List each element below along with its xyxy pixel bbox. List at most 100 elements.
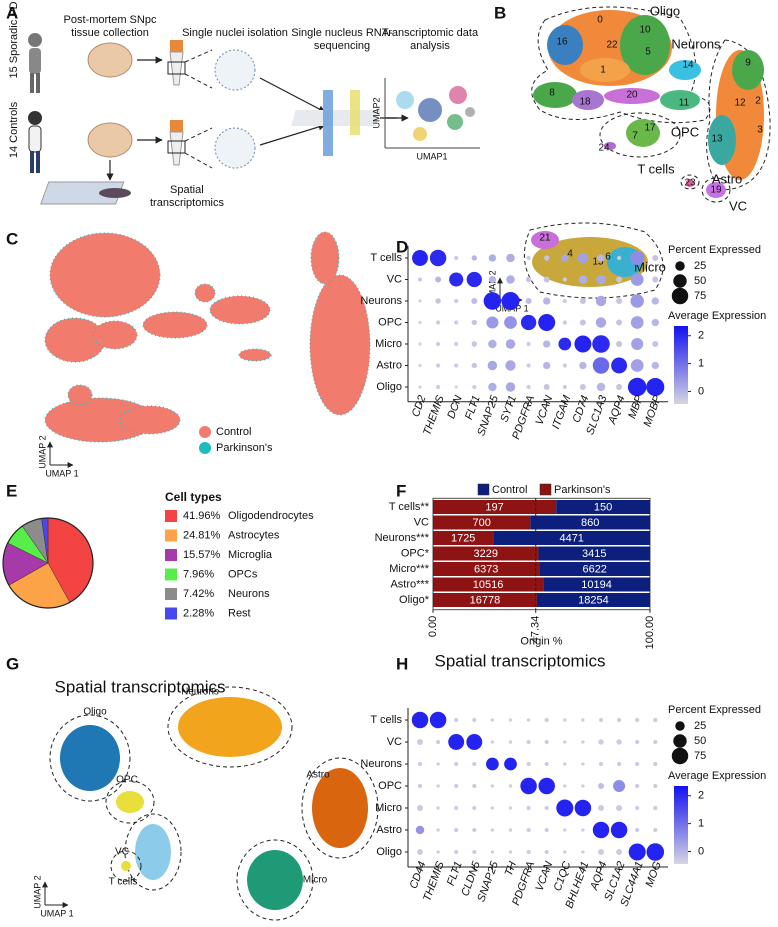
- dot: [597, 804, 605, 812]
- value-label: 15.57%: [183, 549, 221, 561]
- dot: [630, 294, 644, 308]
- legend-label: Oligodendrocytes: [228, 510, 314, 522]
- cell-type-label: Oligo: [650, 3, 680, 18]
- dot: [579, 319, 586, 326]
- cluster-label: 15: [592, 257, 604, 268]
- group-label: 15 Sporadic PD: [8, 1, 20, 78]
- umap-y-label: UMAP 2: [32, 875, 42, 908]
- umap-cluster: [116, 791, 144, 813]
- dot: [562, 320, 567, 325]
- dot: [581, 784, 585, 788]
- umap-cluster: [119, 405, 181, 435]
- dot: [435, 320, 441, 325]
- dot: [505, 339, 516, 349]
- dot: [436, 828, 440, 832]
- cluster-label: 7: [632, 131, 638, 142]
- step-label: Spatial: [170, 184, 204, 196]
- dot: [508, 828, 513, 832]
- bar: [433, 500, 557, 514]
- dot: [418, 320, 422, 325]
- cluster-label: 8: [549, 88, 555, 99]
- cluster-label: 17: [644, 123, 656, 134]
- dot: [520, 314, 537, 331]
- dot: [577, 252, 589, 264]
- dot: [581, 740, 585, 744]
- umap-outline: [167, 686, 293, 768]
- legend-label: 25: [694, 720, 706, 732]
- value-label: 197: [485, 501, 503, 513]
- dot: [471, 319, 477, 326]
- cluster-label: 6: [605, 252, 611, 263]
- dot: [558, 337, 572, 351]
- umap-cluster: [209, 295, 271, 325]
- legend-dot: [675, 261, 685, 271]
- value-label: 3229: [473, 548, 497, 560]
- panel-label: B: [494, 3, 506, 22]
- dot: [651, 297, 659, 305]
- dot: [563, 740, 567, 744]
- umap-cluster: [238, 348, 272, 362]
- row-label: OPC: [378, 780, 402, 792]
- y-tick-label: OPC*: [401, 547, 430, 559]
- colorbar-label: 0: [698, 385, 704, 397]
- dot: [454, 761, 459, 767]
- dot: [435, 298, 441, 304]
- dot: [435, 384, 441, 390]
- dot: [454, 255, 459, 261]
- dot: [418, 299, 422, 303]
- legend-title: Percent Expressed: [668, 244, 761, 256]
- colorbar-label: 1: [698, 358, 704, 370]
- legend-label: 25: [694, 260, 706, 272]
- dot: [592, 821, 610, 839]
- legend-title: Average Expression: [668, 310, 766, 322]
- dot: [543, 361, 551, 370]
- dot: [429, 711, 447, 729]
- dot: [653, 717, 658, 723]
- dot: [508, 784, 513, 788]
- cluster-label: 14: [682, 60, 694, 71]
- dot: [454, 385, 458, 389]
- row-label: Astro: [376, 359, 402, 371]
- dot: [416, 848, 424, 856]
- dot: [486, 757, 499, 771]
- row-label: VC: [387, 273, 402, 285]
- dot: [526, 739, 531, 745]
- dot: [562, 298, 567, 304]
- bar: [433, 546, 539, 561]
- dot: [436, 806, 440, 810]
- dot: [635, 739, 640, 745]
- dot: [525, 297, 532, 305]
- panel-label: D: [396, 237, 408, 256]
- cluster-label: 3: [757, 125, 763, 136]
- dot: [435, 363, 441, 368]
- cluster-label: 0: [597, 15, 603, 26]
- colorbar-label: 0: [698, 845, 704, 857]
- umap-outline: [105, 780, 155, 824]
- value-label: 6622: [582, 563, 606, 575]
- cell-type-label: Oligo: [83, 707, 107, 718]
- cell-type-label: T cells: [109, 877, 138, 888]
- colorbar: [674, 326, 688, 404]
- dot: [646, 377, 665, 397]
- row-label: Oligo: [376, 846, 402, 858]
- y-tick-label: Oligo*: [399, 594, 430, 606]
- dot: [616, 383, 623, 391]
- dot: [418, 385, 422, 389]
- dot: [488, 339, 497, 349]
- panel-label: F: [396, 481, 406, 500]
- dot: [526, 849, 531, 855]
- dot: [466, 271, 482, 288]
- umap-cluster: [178, 697, 282, 757]
- y-tick-label: Micro***: [389, 563, 429, 575]
- cluster-label: 19: [710, 185, 722, 196]
- cluster-label: 13: [711, 134, 723, 145]
- umap-cluster: [92, 320, 138, 350]
- dot: [508, 850, 513, 854]
- dot: [504, 757, 517, 771]
- dot: [598, 717, 604, 723]
- legend-label: Astrocytes: [228, 529, 280, 541]
- legend-swatch: [165, 588, 177, 600]
- dot: [653, 739, 658, 745]
- umap-cluster: [194, 283, 216, 303]
- legend-label: 50: [694, 735, 706, 747]
